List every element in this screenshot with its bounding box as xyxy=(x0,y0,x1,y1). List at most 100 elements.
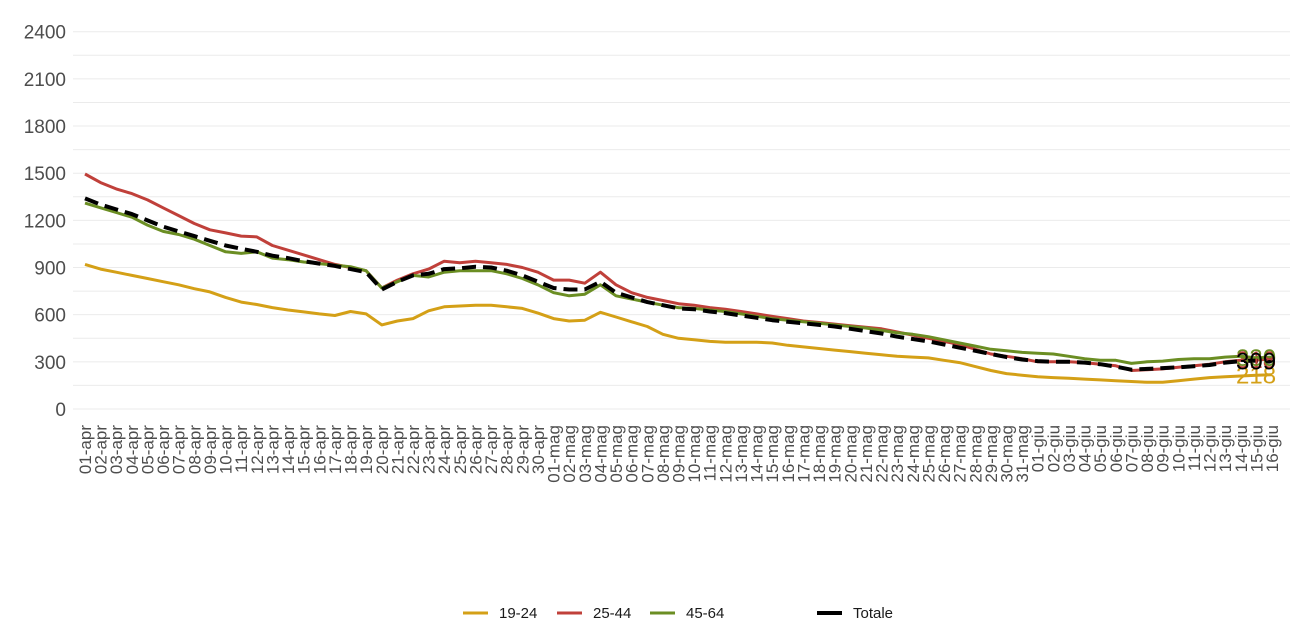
y-tick-label: 600 xyxy=(34,306,66,327)
x-tick-label: 06-giu xyxy=(1107,425,1126,472)
x-tick-label: 02-giu xyxy=(1044,425,1063,472)
x-tick-label: 31-mag xyxy=(1013,425,1032,483)
x-tick-label: 25-mag xyxy=(919,425,938,483)
x-tick-label: 05-mag xyxy=(607,425,626,483)
x-tick-label: 13-giu xyxy=(1216,425,1235,472)
x-tick-label: 03-mag xyxy=(576,425,595,483)
series-line-19-24 xyxy=(84,262,1273,384)
x-tick-label: 03-giu xyxy=(1060,425,1079,472)
x-tick-label: 30-mag xyxy=(998,425,1017,483)
x-tick-label: 04-mag xyxy=(591,425,610,483)
x-tick-label: 01-apr xyxy=(76,425,95,474)
x-tick-label: 26-mag xyxy=(935,425,954,483)
series-line-25-44 xyxy=(84,172,1273,372)
x-tick-label: 15-mag xyxy=(763,425,782,483)
legend-label: 45-64 xyxy=(686,605,724,622)
y-tick-label: 300 xyxy=(34,353,66,374)
x-tick-label: 06-mag xyxy=(623,425,642,483)
x-tick-label: 13-apr xyxy=(263,425,282,474)
grid-lines xyxy=(73,31,1290,410)
x-tick-label: 30-apr xyxy=(529,425,548,474)
x-tick-label: 03-apr xyxy=(107,425,126,474)
x-tick-label: 18-apr xyxy=(342,425,361,474)
y-tick-label: 1800 xyxy=(24,117,66,138)
y-tick-label: 1200 xyxy=(24,211,66,232)
x-tick-label: 04-apr xyxy=(123,425,142,474)
x-tick-label: 11-mag xyxy=(701,425,720,481)
series-line-45-64 xyxy=(84,201,1273,365)
x-tick-label: 14-apr xyxy=(279,425,298,474)
x-tick-label: 17-mag xyxy=(794,425,813,483)
y-tick-label: 1500 xyxy=(24,164,66,185)
x-tick-label: 12-giu xyxy=(1201,425,1220,472)
x-tick-label: 29-apr xyxy=(513,425,532,474)
x-tick-label: 07-apr xyxy=(170,425,189,474)
x-tick-label: 24-mag xyxy=(904,425,923,483)
y-tick-label: 2400 xyxy=(24,23,66,44)
x-tick-label: 11-giu xyxy=(1185,425,1204,471)
x-tick-label: 24-apr xyxy=(435,425,454,474)
x-tick-label: 09-apr xyxy=(201,425,220,474)
x-tick-label: 12-apr xyxy=(248,425,267,474)
end-label: 330 xyxy=(1236,345,1276,372)
x-tick-label: 08-apr xyxy=(185,425,204,474)
x-tick-label: 19-apr xyxy=(357,425,376,474)
x-tick-label: 05-giu xyxy=(1091,425,1110,472)
x-tick-label: 17-apr xyxy=(326,425,345,474)
x-tick-label: 07-giu xyxy=(1122,425,1141,472)
x-tick-label: 28-mag xyxy=(966,425,985,483)
x-tick-label: 19-mag xyxy=(826,425,845,483)
x-tick-label: 20-apr xyxy=(373,425,392,474)
x-tick-label: 14-giu xyxy=(1232,425,1251,472)
x-tick-label: 10-giu xyxy=(1169,425,1188,472)
legend-label: 25-44 xyxy=(593,605,631,622)
x-axis: 01-apr02-apr03-apr04-apr05-apr06-apr07-a… xyxy=(76,425,1282,483)
x-tick-label: 11-apr xyxy=(232,425,251,473)
x-tick-label: 16-mag xyxy=(779,425,798,483)
x-tick-label: 01-giu xyxy=(1029,425,1048,472)
legend-label: Totale xyxy=(853,605,893,622)
series-lines xyxy=(84,172,1273,384)
y-tick-label: 900 xyxy=(34,259,66,280)
y-tick-label: 0 xyxy=(55,400,66,421)
x-tick-label: 25-apr xyxy=(451,425,470,474)
x-tick-label: 20-mag xyxy=(841,425,860,483)
x-tick-label: 08-giu xyxy=(1138,425,1157,472)
x-tick-label: 27-mag xyxy=(951,425,970,483)
x-tick-label: 16-giu xyxy=(1263,425,1282,472)
x-tick-label: 12-mag xyxy=(716,425,735,483)
legend: 19-24 25-44 45-64 Totale xyxy=(463,605,893,622)
x-tick-label: 04-giu xyxy=(1076,425,1095,472)
x-tick-label: 05-apr xyxy=(139,425,158,474)
y-axis: 0 300 600 900 1200 1500 1800 2100 2400 xyxy=(24,23,66,421)
x-tick-label: 14-mag xyxy=(748,425,767,483)
x-tick-label: 21-mag xyxy=(857,425,876,483)
x-tick-label: 08-mag xyxy=(654,425,673,483)
x-tick-label: 13-mag xyxy=(732,425,751,483)
x-tick-label: 09-mag xyxy=(670,425,689,483)
x-tick-label: 26-apr xyxy=(467,425,486,474)
x-tick-label: 28-apr xyxy=(498,425,517,474)
x-tick-label: 06-apr xyxy=(154,425,173,474)
y-tick-label: 2100 xyxy=(24,70,66,91)
x-tick-label: 09-giu xyxy=(1154,425,1173,472)
x-tick-label: 18-mag xyxy=(810,425,829,483)
x-tick-label: 01-mag xyxy=(545,425,564,483)
legend-label: 19-24 xyxy=(499,605,537,622)
x-tick-label: 02-apr xyxy=(92,425,111,474)
end-label: 318 xyxy=(1236,347,1276,374)
x-tick-label: 10-mag xyxy=(685,425,704,483)
x-tick-label: 10-apr xyxy=(217,425,236,474)
x-tick-label: 23-mag xyxy=(888,425,907,483)
x-tick-label: 29-mag xyxy=(982,425,1001,483)
x-tick-label: 22-mag xyxy=(873,425,892,483)
x-tick-label: 23-apr xyxy=(420,425,439,474)
x-tick-label: 16-apr xyxy=(310,425,329,474)
x-tick-label: 15-giu xyxy=(1247,425,1266,472)
x-tick-label: 22-apr xyxy=(404,425,423,474)
series-line-totale xyxy=(84,196,1273,372)
x-tick-label: 21-apr xyxy=(388,425,407,474)
x-tick-label: 02-mag xyxy=(560,425,579,483)
